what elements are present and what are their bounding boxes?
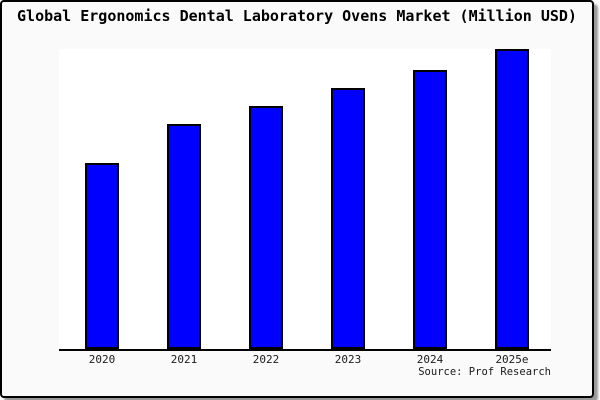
source-label: Source: Prof Research [418, 366, 551, 378]
bar-2020 [85, 163, 119, 349]
x-tick-label-2025e: 2025e [495, 353, 529, 366]
x-tick-label-2023: 2023 [334, 353, 362, 366]
chart-title: Global Ergonomics Dental Laboratory Oven… [17, 7, 577, 25]
bar-2024 [413, 70, 447, 349]
bar-2022 [249, 106, 283, 349]
bar-2023 [331, 88, 365, 349]
x-tick-label-2020: 2020 [88, 353, 116, 366]
x-axis-labels: 2020 2021 2022 2023 2024 2025e [59, 353, 551, 369]
x-tick-label-2024: 2024 [416, 353, 444, 366]
x-tick-label-2022: 2022 [252, 353, 280, 366]
bar-2021 [167, 124, 201, 349]
x-tick-label-2021: 2021 [170, 353, 198, 366]
plot-area [59, 49, 551, 351]
bar-2025e [495, 49, 529, 349]
